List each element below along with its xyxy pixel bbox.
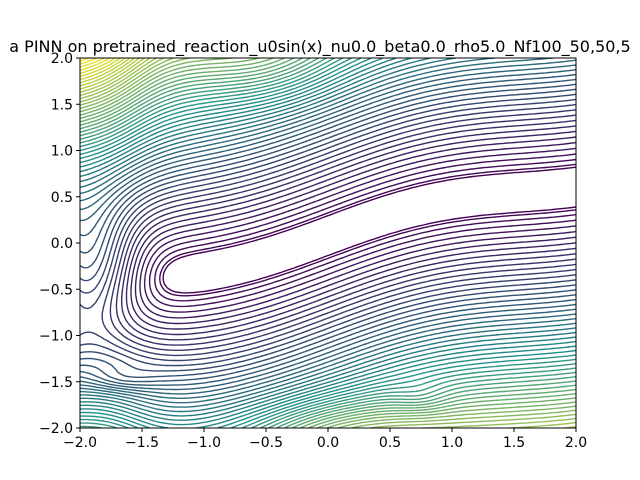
contour-level-line (80, 64, 576, 395)
chart-title: a PINN on pretrained_reaction_u0sin(x)_n… (9, 37, 630, 57)
contour-level-line (80, 58, 576, 426)
x-tick-label: 1.0 (441, 435, 463, 451)
y-tick-label: 1.5 (51, 97, 73, 113)
contour-level-line (80, 58, 576, 417)
contour-level-line (101, 103, 576, 357)
contour-level-line (143, 147, 576, 313)
contour-level-line (80, 69, 576, 391)
contour-level-line (80, 88, 576, 372)
y-tick-label: −1.0 (39, 329, 73, 345)
contour-level-line (80, 58, 576, 428)
contour-lines (80, 58, 576, 428)
contour-level-line (80, 58, 141, 90)
contour-level-line (148, 153, 576, 308)
y-tick-label: −0.5 (39, 282, 73, 298)
contour-level-line (80, 58, 98, 65)
x-tick-label: −2.0 (63, 435, 97, 451)
contour-level-line (80, 58, 145, 93)
contour-level-line (80, 58, 576, 428)
contour-level-line (80, 58, 576, 421)
contour-level-line (80, 58, 576, 428)
contour-level-line (154, 158, 576, 302)
contour-level-line (80, 73, 576, 386)
contour-level-line (80, 98, 576, 362)
y-axis: −2.0 −1.5 −1.0 −0.5 0.0 0.5 1.0 1.5 2.0 (39, 51, 80, 437)
contour-level-line (80, 58, 576, 404)
y-tick-label: 1.0 (51, 144, 73, 160)
x-tick-label: 0.5 (379, 435, 401, 451)
y-tick-label: −2.0 (39, 421, 73, 437)
contour-level-line (80, 58, 576, 428)
contour-level-line (80, 58, 576, 428)
x-tick-label: −0.5 (249, 435, 283, 451)
y-tick-label: 0.0 (51, 236, 73, 252)
contour-level-line (80, 59, 576, 399)
y-tick-label: 2.0 (51, 51, 73, 67)
contour-level-line (80, 93, 576, 367)
contour-level-line (80, 58, 121, 78)
x-tick-label: 2.0 (565, 435, 587, 451)
contour-level-line (159, 163, 576, 297)
contour-level-line (134, 136, 576, 325)
contour-level-line (80, 58, 576, 428)
contour-level-line (109, 109, 576, 351)
contour-level-line (80, 58, 576, 428)
contour-level-line (80, 58, 136, 87)
contour-level-line (80, 78, 576, 383)
y-tick-label: −1.5 (39, 375, 73, 391)
contour-level-line (80, 58, 576, 408)
contour-level-line (130, 130, 576, 330)
contour-level-line (80, 58, 131, 84)
x-tick-label: −1.0 (187, 435, 221, 451)
contour-level-line (115, 114, 576, 346)
contour-level-line (125, 125, 576, 336)
contour-level-line (80, 58, 126, 81)
x-axis: −2.0 −1.5 −1.0 −0.5 0.0 0.5 1.0 1.5 2.0 (63, 428, 587, 451)
contour-level-line (80, 58, 576, 413)
contour-level-line (80, 83, 576, 378)
contour-level-line (80, 58, 116, 75)
x-tick-label: 0.0 (317, 435, 339, 451)
contour-level-line (162, 166, 576, 294)
contour-level-line (139, 141, 576, 319)
x-tick-label: 1.5 (503, 435, 525, 451)
x-tick-label: −1.5 (125, 435, 159, 451)
contour-level-line (80, 58, 576, 428)
y-tick-label: 0.5 (51, 190, 73, 206)
contour-level-line (121, 119, 576, 341)
contour-level-line (80, 58, 576, 428)
contour-level-line (80, 58, 111, 71)
